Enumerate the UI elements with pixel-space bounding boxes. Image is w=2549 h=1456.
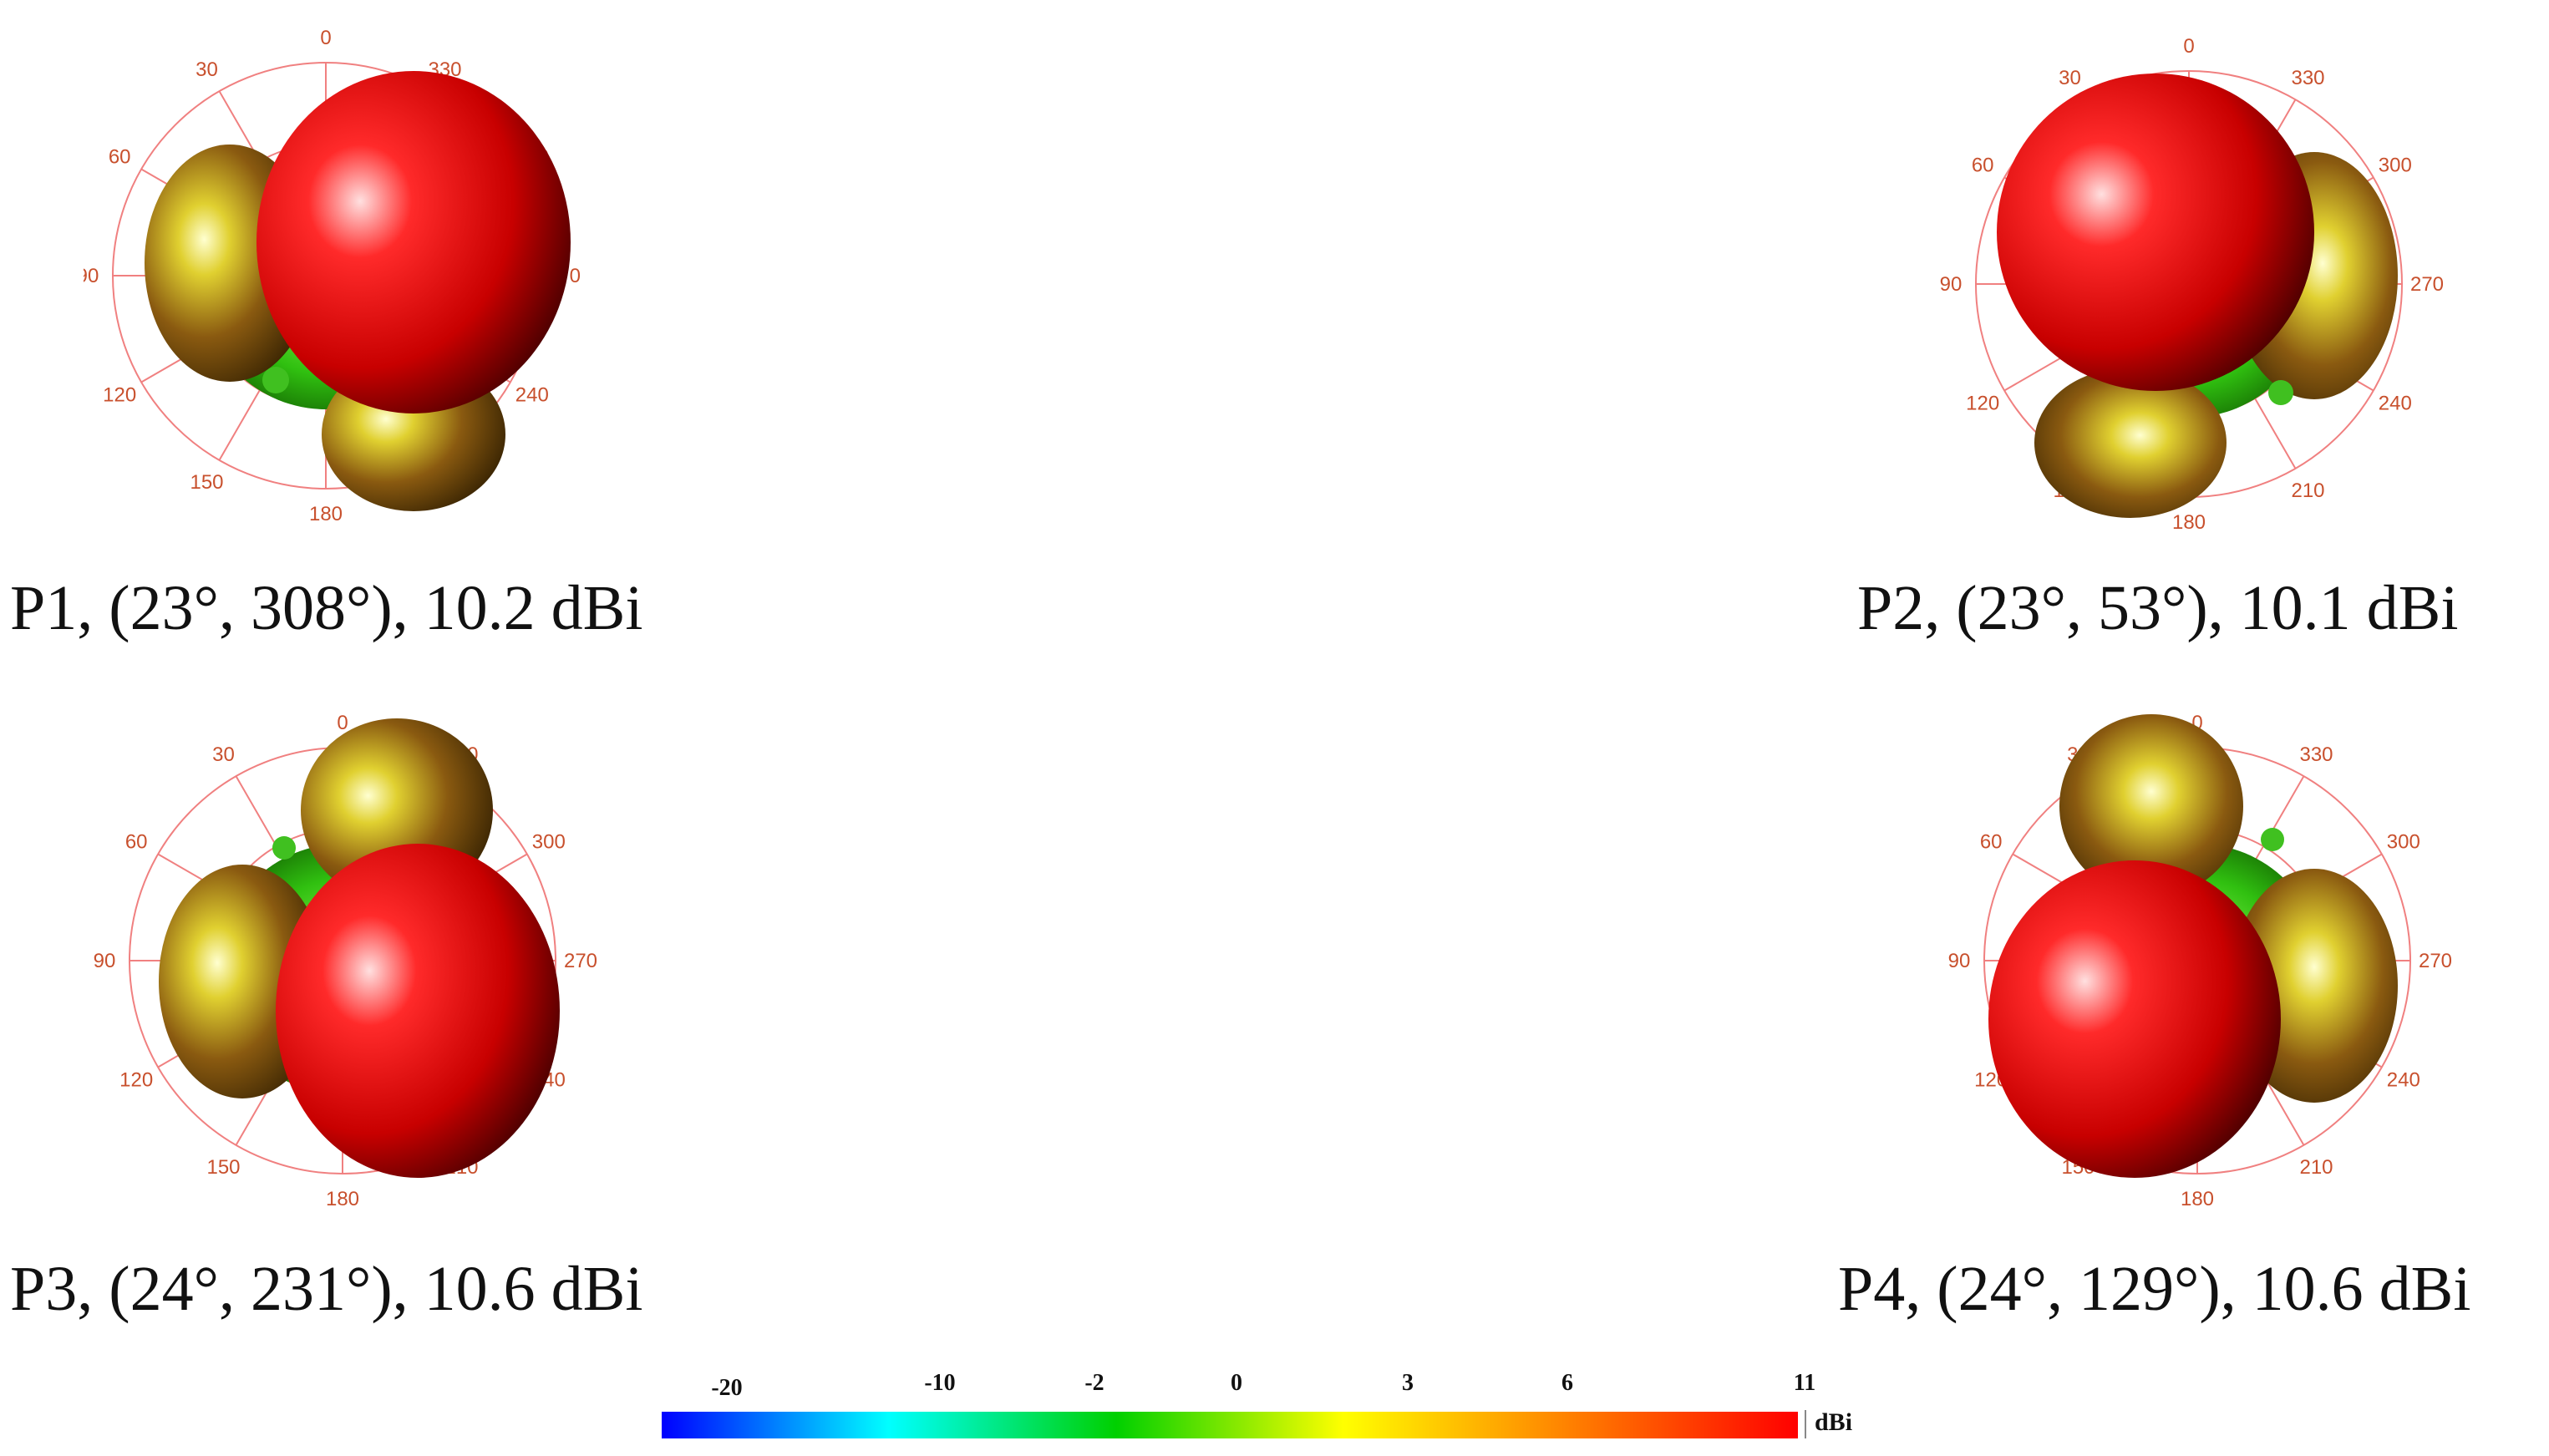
radiation-pattern-p3: 0306090120150180210240270300330 (94, 712, 597, 1210)
angle-tick-label: 60 (1980, 831, 2003, 854)
colorbar-tick-label: 0 (1231, 1370, 1242, 1396)
angle-tick-label: 0 (320, 27, 331, 49)
colorbar-tick-label: 3 (1402, 1370, 1414, 1396)
angle-tick-label: 60 (125, 831, 148, 854)
colorbar (662, 1412, 1798, 1438)
colorbar-tick-label: -10 (924, 1370, 956, 1396)
angle-tick-label: 300 (2387, 831, 2420, 854)
angle-tick-label: 120 (1966, 393, 1999, 415)
angle-tick-label: 120 (119, 1069, 153, 1092)
angle-tick-label: 150 (190, 471, 223, 494)
colorbar-separator (1805, 1410, 1806, 1438)
angle-tick-label: 90 (94, 950, 116, 972)
angle-tick-label: 0 (2183, 35, 2194, 58)
caption-p1: P1, (23°, 308°), 10.2 dBi (10, 573, 643, 643)
colorbar-tick-label: 11 (1793, 1370, 1816, 1396)
caption-p4: P4, (24°, 129°), 10.6 dBi (1838, 1254, 2471, 1324)
angle-tick-label: 270 (2419, 950, 2452, 972)
angle-tick-label: 210 (2299, 1156, 2333, 1179)
caption-p2: P2, (23°, 53°), 10.1 dBi (1857, 573, 2459, 643)
radiation-pattern-p2: 0306090120150180210240270300330 (1940, 35, 2444, 534)
angle-tick-label: 240 (515, 384, 549, 407)
angle-tick-label: 180 (309, 503, 343, 525)
lobes-p3 (159, 718, 560, 1178)
angle-tick-label: 90 (1948, 950, 1971, 972)
radiation-pattern-p4: 0306090120150180210240270300330 (1948, 712, 2452, 1210)
angle-tick-label: 30 (212, 743, 235, 766)
pattern-panel-p2: 0306090120150180210240270300330 P2, (23°… (1857, 0, 2458, 640)
colorbar-tick-label: -20 (711, 1375, 743, 1401)
lobes-p4 (1988, 714, 2398, 1178)
pattern-panel-p3: 0306090120150180210240270300330 P3, (24°… (10, 668, 642, 1321)
colorbar-unit: dBi (1815, 1408, 1853, 1436)
angle-tick-label: 300 (532, 831, 566, 854)
angle-tick-label: 300 (2379, 155, 2412, 177)
angle-tick-label: 90 (84, 265, 99, 287)
colorbar-tick-label: 6 (1561, 1370, 1573, 1396)
angle-tick-label: 150 (206, 1156, 240, 1179)
angle-tick-label: 90 (1940, 273, 1963, 296)
pattern-panel-p1: 0306090120150180210240270300330 P1, (23°… (10, 0, 642, 640)
lobes-p1 (145, 71, 571, 511)
angle-tick-label: 270 (2410, 273, 2444, 296)
angle-tick-label: 240 (2387, 1069, 2420, 1092)
angle-tick-label: 270 (564, 950, 597, 972)
angle-tick-label: 180 (2172, 511, 2206, 534)
angle-tick-label: 330 (2291, 67, 2324, 89)
radiation-pattern-p1: 0306090120150180210240270300330 (84, 27, 581, 525)
angle-tick-label: 330 (2299, 743, 2333, 766)
angle-tick-label: 120 (103, 384, 136, 407)
angle-tick-label: 60 (109, 146, 131, 169)
angle-tick-label: 240 (2379, 393, 2412, 415)
pattern-panel-p4: 0306090120150180210240270300330 P4, (24°… (1838, 668, 2470, 1321)
angle-tick-label: 30 (195, 58, 218, 81)
angle-tick-label: 180 (2181, 1188, 2214, 1210)
colorbar-tick-label: -2 (1084, 1370, 1104, 1396)
angle-tick-label: 30 (2059, 67, 2081, 89)
caption-p3: P3, (24°, 231°), 10.6 dBi (10, 1254, 643, 1324)
angle-tick-label: 60 (1972, 155, 1994, 177)
angle-tick-label: 180 (326, 1188, 359, 1210)
angle-tick-label: 210 (2291, 479, 2324, 502)
lobes-p2 (1997, 74, 2398, 518)
angle-tick-label: 0 (337, 712, 348, 734)
